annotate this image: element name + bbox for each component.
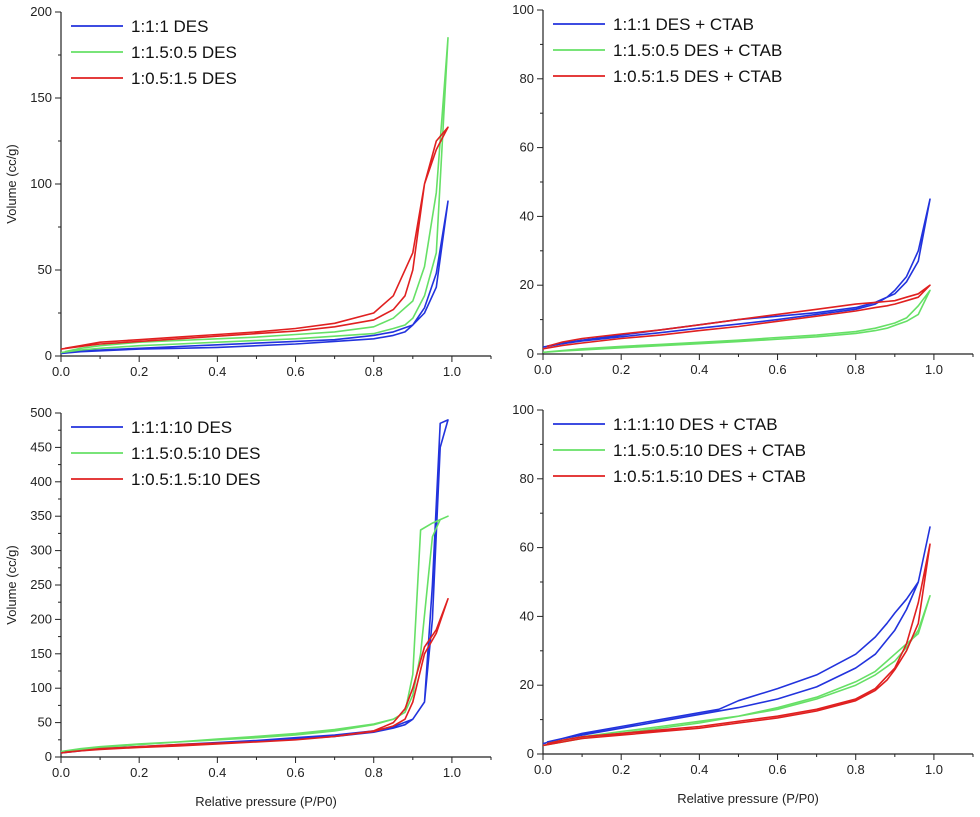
- y-tick-label: 80: [520, 71, 534, 86]
- y-tick-label: 20: [520, 277, 534, 292]
- y-tick-label: 40: [520, 608, 534, 623]
- y-tick-label: 50: [38, 262, 52, 277]
- legend-label-2: 1:1.5:0.5:10 DES: [131, 444, 260, 463]
- series-line-3: [60, 597, 449, 754]
- x-tick-label: 0.2: [612, 362, 630, 377]
- y-tick-label: 200: [30, 611, 52, 626]
- y-tick-label: 500: [30, 405, 52, 420]
- x-tick-label: 0.0: [52, 364, 70, 379]
- y-tick-label: 40: [520, 208, 534, 223]
- x-tick-label: 0.4: [208, 765, 226, 780]
- x-tick-label: 0.2: [612, 762, 630, 777]
- x-tick-label: 0.8: [847, 362, 865, 377]
- legend-label-2: 1:1.5:0.5 DES: [131, 43, 237, 62]
- x-tick-label: 0.0: [52, 765, 70, 780]
- legend-label-1: 1:1:1 DES: [131, 17, 209, 36]
- legend-label-3: 1:0.5:1.5:10 DES: [131, 470, 260, 489]
- series-line-2: [542, 289, 931, 354]
- series-line-1: [60, 200, 449, 355]
- y-tick-label: 250: [30, 577, 52, 592]
- series-line-1: [542, 198, 931, 348]
- y-axis-title: Volume (cc/g): [4, 545, 19, 624]
- y-tick-label: 60: [520, 140, 534, 155]
- y-tick-label: 0: [527, 746, 534, 761]
- x-tick-label: 0.6: [287, 364, 305, 379]
- y-tick-label: 450: [30, 439, 52, 454]
- x-tick-label: 0.6: [287, 765, 305, 780]
- x-tick-label: 0.2: [130, 765, 148, 780]
- x-tick-label: 1.0: [925, 762, 943, 777]
- series-line-1: [542, 526, 931, 745]
- y-tick-label: 0: [45, 749, 52, 764]
- series-line-2: [60, 515, 449, 753]
- chart-panel-4: 0.0 0.2 0.4 0.6 0.8 1.0 0 20 40 60 80 100 Relative p…: [512, 402, 974, 806]
- y-tick-label: 100: [512, 402, 534, 417]
- legend-label-2: 1:1.5:0.5:10 DES + CTAB: [613, 441, 806, 460]
- legend-label-2: 1:1.5:0.5 DES + CTAB: [613, 41, 782, 60]
- series-line-2: [542, 594, 931, 747]
- y-tick-label: 50: [38, 715, 52, 730]
- y-tick-label: 0: [527, 346, 534, 361]
- chart-panel-3: 0.0 0.2 0.4 0.6 0.8 1.0 0 50 100 150 200 250 300 350 4…: [4, 405, 492, 809]
- legend-label-3: 1:0.5:1.5:10 DES + CTAB: [613, 467, 806, 486]
- x-tick-label: 0.0: [534, 362, 552, 377]
- legend-label-3: 1:0.5:1.5 DES: [131, 69, 237, 88]
- y-tick-label: 150: [30, 90, 52, 105]
- y-tick-label: 400: [30, 474, 52, 489]
- chart-panel-2: 0.0 0.2 0.4 0.6 0.8 1.0 0 20 40 60 80 100 1:1:1 DES …: [512, 2, 974, 377]
- y-tick-label: 0: [45, 348, 52, 363]
- x-tick-label: 0.8: [365, 765, 383, 780]
- x-tick-label: 0.8: [365, 364, 383, 379]
- y-tick-label: 100: [30, 680, 52, 695]
- y-tick-label: 200: [30, 4, 52, 19]
- x-tick-label: 1.0: [925, 362, 943, 377]
- y-axis-title: Volume (cc/g): [4, 144, 19, 223]
- y-tick-label: 20: [520, 677, 534, 692]
- y-tick-label: 150: [30, 646, 52, 661]
- y-tick-label: 100: [30, 176, 52, 191]
- x-tick-label: 1.0: [443, 364, 461, 379]
- chart-panel-1: 0.0 0.2 0.4 0.6 0.8 1.0 0 50 100 150 200 Volume (cc…: [4, 4, 492, 379]
- legend-label-1: 1:1:1:10 DES: [131, 418, 232, 437]
- y-tick-label: 60: [520, 540, 534, 555]
- y-tick-label: 80: [520, 471, 534, 486]
- x-axis-title: Relative pressure (P/P0): [195, 794, 337, 809]
- x-tick-label: 0.6: [769, 762, 787, 777]
- x-tick-label: 0.4: [690, 362, 708, 377]
- x-tick-label: 0.4: [208, 364, 226, 379]
- y-tick-label: 300: [30, 543, 52, 558]
- x-tick-label: 0.4: [690, 762, 708, 777]
- y-tick-label: 350: [30, 508, 52, 523]
- series-line-3: [542, 543, 931, 747]
- x-tick-label: 0.6: [769, 362, 787, 377]
- legend-label-1: 1:1:1:10 DES + CTAB: [613, 415, 778, 434]
- y-tick-label: 100: [512, 2, 534, 17]
- legend-label-3: 1:0.5:1.5 DES + CTAB: [613, 67, 782, 86]
- x-tick-label: 0.2: [130, 364, 148, 379]
- series-line-3: [542, 284, 931, 350]
- x-axis-title: Relative pressure (P/P0): [677, 791, 819, 806]
- series-line-2: [60, 36, 449, 354]
- x-tick-label: 0.0: [534, 762, 552, 777]
- x-tick-label: 1.0: [443, 765, 461, 780]
- legend-label-1: 1:1:1 DES + CTAB: [613, 15, 754, 34]
- x-tick-label: 0.8: [847, 762, 865, 777]
- series-line-3: [60, 126, 449, 350]
